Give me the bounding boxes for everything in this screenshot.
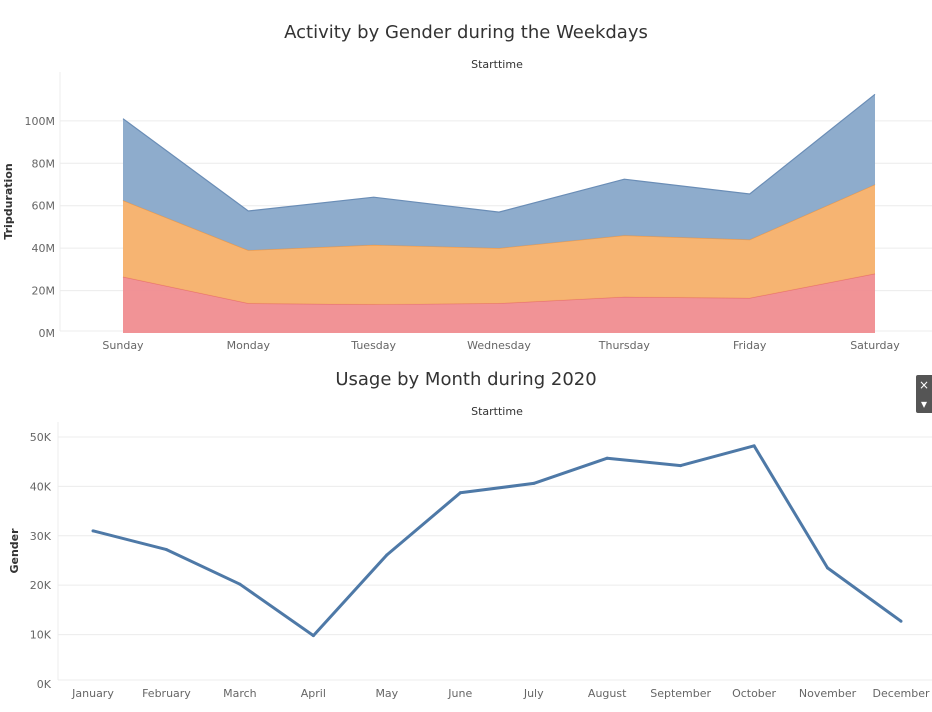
y-tick-label: 10K <box>30 629 52 642</box>
data-point <box>605 456 609 460</box>
x-tick-label: January <box>71 687 114 700</box>
x-tick-label: October <box>732 687 776 700</box>
chart-title: Activity by Gender during the Weekdays <box>284 22 648 43</box>
x-tick-label: April <box>301 687 326 700</box>
data-point <box>826 566 830 570</box>
data-point <box>238 582 242 586</box>
x-tick-label: May <box>375 687 398 700</box>
y-tick-label: 80M <box>32 157 56 170</box>
x-tick-label: August <box>588 687 627 700</box>
y-axis-title: Tripduration <box>2 163 15 239</box>
chart-title: Usage by Month during 2020 <box>335 369 596 390</box>
x-tick-label: Monday <box>227 339 271 352</box>
data-point <box>458 491 462 495</box>
x-tick-label: Tuesday <box>350 339 396 352</box>
x-tick-label: February <box>142 687 191 700</box>
x-tick-label: March <box>223 687 257 700</box>
y-tick-label: 40K <box>30 480 52 493</box>
y-tick-label: 30K <box>30 530 52 543</box>
x-tick-label: July <box>523 687 544 700</box>
data-point <box>532 481 536 485</box>
close-icon[interactable]: × <box>918 377 930 392</box>
y-tick-label: 0M <box>39 327 56 340</box>
y-tick-label: 100M <box>25 115 56 128</box>
data-point <box>385 553 389 557</box>
x-tick-label: December <box>872 687 930 700</box>
chart-subtitle: Starttime <box>471 58 523 71</box>
data-point <box>91 529 95 533</box>
y-tick-label: 50K <box>30 431 52 444</box>
x-tick-label: September <box>650 687 711 700</box>
chevron-down-icon[interactable]: ▾ <box>920 396 928 411</box>
x-tick-label: November <box>799 687 857 700</box>
close-panel-button[interactable]: × ▾ <box>916 375 932 413</box>
x-tick-label: Wednesday <box>467 339 531 352</box>
data-point <box>679 464 683 468</box>
line-series-0 <box>92 444 902 638</box>
y-axis-title: Gender <box>8 528 21 574</box>
x-tick-label: Thursday <box>598 339 651 352</box>
y-tick-label: 20K <box>30 579 52 592</box>
data-point <box>899 619 903 623</box>
data-point <box>164 548 168 552</box>
y-tick-label: 0K <box>37 678 52 691</box>
chart-subtitle: Starttime <box>471 405 523 418</box>
data-point <box>752 444 756 448</box>
x-tick-label: Friday <box>733 339 767 352</box>
area-series-1 <box>123 184 875 305</box>
data-point <box>311 634 315 638</box>
area-series-edge-2 <box>122 93 876 213</box>
x-tick-label: Saturday <box>850 339 900 352</box>
x-tick-label: June <box>447 687 472 700</box>
y-tick-label: 20M <box>32 285 56 298</box>
y-tick-label: 60M <box>32 200 56 213</box>
area-series-2 <box>123 94 875 251</box>
x-tick-label: Sunday <box>102 339 144 352</box>
y-tick-label: 40M <box>32 242 56 255</box>
